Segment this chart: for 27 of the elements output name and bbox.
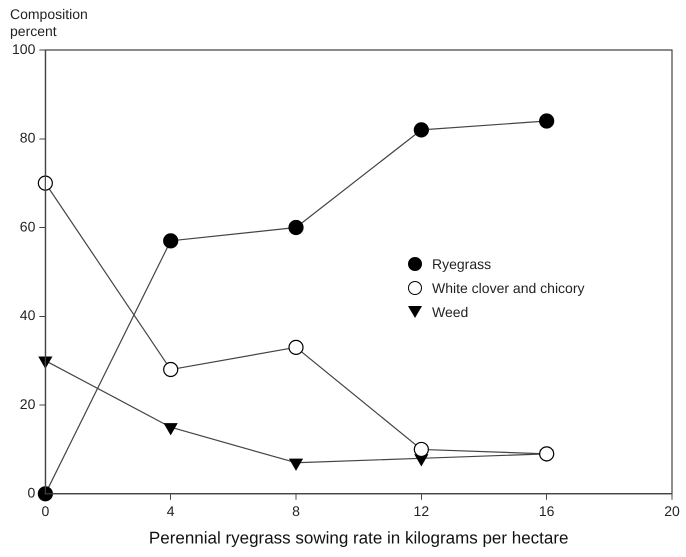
y-tick-label: 0 <box>28 484 36 501</box>
point <box>539 446 554 462</box>
point <box>414 442 429 458</box>
y-tick-label: 40 <box>20 307 36 324</box>
x-tick-label: 8 <box>292 503 300 520</box>
y-tick-label: 20 <box>20 396 36 412</box>
point <box>163 233 178 248</box>
y-axis-title: Composition percent <box>10 6 88 40</box>
legend-label: White clover and chicory <box>432 280 585 296</box>
y-tick-label: 80 <box>20 130 36 146</box>
point <box>539 113 554 129</box>
point <box>38 176 53 191</box>
y-tick-label: 60 <box>20 218 36 234</box>
x-tick-label: 20 <box>664 503 680 520</box>
x-tick-label: 4 <box>166 503 175 520</box>
x-tick-label: 16 <box>538 503 555 520</box>
x-axis-title: Perennial ryegrass sowing rate in kilograms per hectare <box>148 528 568 548</box>
point <box>288 340 304 355</box>
legend-label: Ryegrass <box>432 256 492 272</box>
point <box>163 362 178 378</box>
point <box>38 486 53 502</box>
y-tick-label: 100 <box>12 40 36 57</box>
x-tick-label: 0 <box>41 503 50 520</box>
point <box>288 220 304 236</box>
point <box>414 122 429 138</box>
x-tick-label: 12 <box>414 503 430 520</box>
legend-label: Weed <box>432 304 468 320</box>
